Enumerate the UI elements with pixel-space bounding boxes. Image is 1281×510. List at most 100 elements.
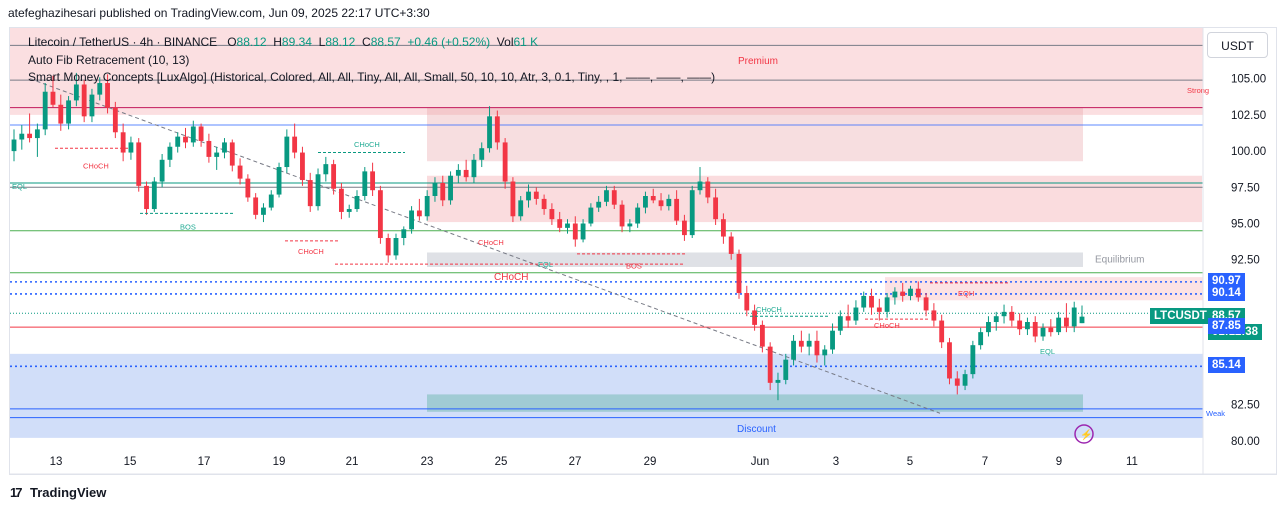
candle-body	[1009, 311, 1015, 321]
candle-body	[167, 146, 173, 160]
candle-body	[876, 307, 882, 312]
candle-body	[175, 136, 181, 147]
volume-label: Vol	[496, 35, 514, 49]
candle-body	[120, 132, 126, 153]
symbol-legend[interactable]: Litecoin / TetherUS · 4h · BINANCE O88.1…	[28, 35, 538, 49]
candle-body	[728, 236, 734, 254]
candle-body	[463, 169, 469, 178]
indicator-fib-legend[interactable]: Auto Fib Retracement (10, 13)	[28, 53, 190, 67]
candle-body	[409, 210, 414, 230]
candle-body	[487, 116, 492, 149]
candle-body	[284, 136, 290, 168]
candle-body	[978, 332, 984, 346]
candle-body	[377, 190, 383, 238]
candle-body	[494, 116, 500, 143]
candle-body	[666, 198, 672, 207]
candle-body	[861, 295, 867, 308]
x-axis-tick: 29	[644, 456, 657, 468]
candle-body	[1001, 311, 1007, 317]
candle-body	[479, 148, 485, 160]
candle-body	[440, 182, 446, 201]
close-label: C	[362, 35, 371, 49]
candle-body	[128, 142, 134, 153]
structure-annotation: CHoCH	[354, 140, 380, 149]
candle-body	[222, 142, 227, 153]
candle-body	[744, 293, 750, 311]
structure-annotation: CHoCH	[756, 305, 782, 314]
candle-body	[736, 253, 742, 294]
candle-body	[892, 291, 898, 298]
candle-body	[448, 175, 453, 201]
candle-body	[97, 83, 103, 95]
x-axis-tick: 15	[124, 456, 137, 468]
change-value: +0.46 (+0.52%)	[407, 35, 491, 49]
currency-button[interactable]: USDT	[1207, 32, 1268, 58]
structure-annotation: CHoCH	[874, 321, 900, 330]
x-axis-tick: 27	[569, 456, 582, 468]
candle-body	[915, 288, 921, 298]
candle-body	[627, 223, 633, 227]
candle-body	[354, 196, 360, 210]
candle-body	[66, 100, 71, 124]
equilibrium-label: Equilibrium	[1095, 255, 1144, 266]
candle-body	[931, 310, 937, 321]
candle-body	[939, 320, 945, 343]
structure-annotation: EQL	[12, 182, 27, 191]
structure-annotation: BOS	[180, 222, 196, 231]
candle-body	[1079, 316, 1085, 324]
discount-order-block	[427, 394, 1083, 412]
candle-body	[144, 185, 149, 210]
candle-body	[1032, 322, 1038, 337]
candle-body	[635, 207, 641, 224]
candle-body	[245, 178, 251, 198]
y-axis-tick: 102.50	[1231, 110, 1266, 122]
candle-body	[720, 219, 726, 237]
candle-body	[658, 200, 664, 207]
candle-body	[643, 196, 648, 208]
candle-body	[611, 190, 617, 205]
candle-body	[900, 291, 906, 296]
candle-body	[533, 191, 539, 199]
candle-body	[89, 94, 95, 117]
candle-body	[775, 379, 781, 383]
candle-body	[806, 340, 812, 347]
lightning-icon	[1074, 424, 1094, 444]
candle-body	[954, 378, 960, 386]
candle-body	[759, 324, 765, 347]
candle-body	[11, 139, 17, 152]
y-axis-tick: 95.00	[1231, 219, 1260, 231]
candle-body	[346, 209, 352, 212]
candle-body	[783, 359, 789, 380]
candle-body	[1025, 322, 1030, 330]
low-value: 88.12	[325, 35, 356, 49]
high-value: 89.34	[281, 35, 312, 49]
candle-body	[798, 340, 804, 347]
candle-body	[986, 322, 991, 333]
candle-body	[268, 194, 274, 208]
candle-body	[81, 84, 87, 117]
candle-body	[362, 171, 368, 196]
candle-body	[1040, 327, 1046, 337]
chart-canvas[interactable]: Premium Equilibrium Discount CHoCH EQL BOS CHo…	[10, 28, 1276, 474]
candle-body	[50, 91, 56, 105]
candle-body	[276, 167, 282, 195]
x-axis-tick: 5	[907, 456, 913, 468]
open-label: O	[227, 35, 237, 49]
symbol-name[interactable]: Litecoin / TetherUS · 4h · BINANCE	[28, 35, 218, 49]
premium-order-block	[427, 107, 1083, 162]
candle-body	[510, 181, 516, 217]
candle-body	[34, 129, 40, 139]
eqh-zone	[885, 277, 1203, 301]
candle-body	[338, 188, 344, 212]
candle-body	[183, 136, 188, 143]
candle-body	[549, 209, 555, 220]
candle-body	[908, 288, 913, 296]
candle-body	[159, 159, 165, 182]
tradingview-logo-icon: 17	[10, 485, 22, 500]
candle-body	[214, 152, 220, 157]
indicator-smc-legend[interactable]: Smart Money Concepts [LuxAlgo] (Historic…	[28, 70, 716, 84]
chart-frame[interactable]: Premium Equilibrium Discount CHoCH EQL BOS CHo…	[9, 27, 1277, 475]
candle-body	[307, 180, 313, 207]
tradingview-logo[interactable]: 17 TradingView	[10, 485, 106, 500]
open-value: 88.12	[236, 35, 267, 49]
